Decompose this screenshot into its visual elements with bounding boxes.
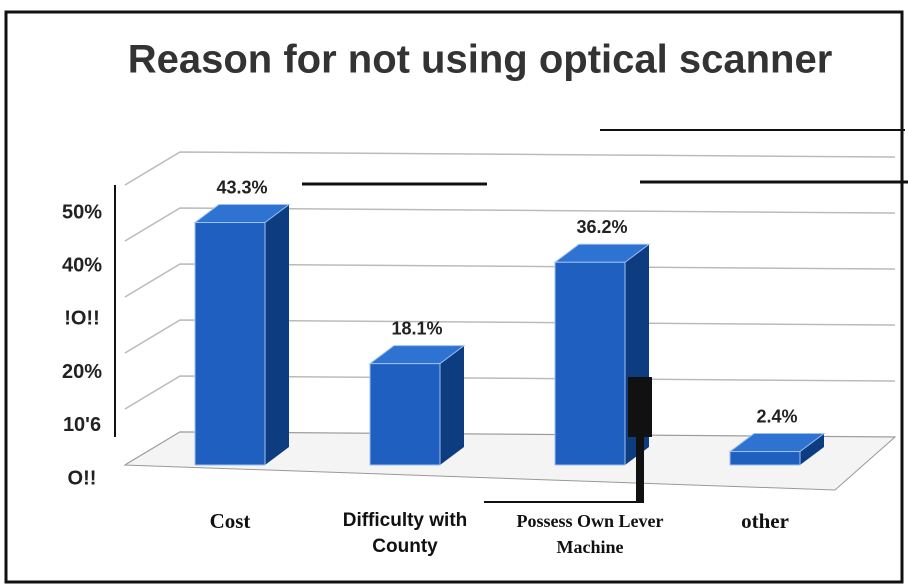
bar-front [554,261,626,466]
grid-line [124,263,896,298]
bar-front [729,451,801,466]
bar-side [800,433,824,465]
bar-side [440,345,464,465]
bar [368,345,466,466]
chart-title: Reason for not using optical scanner [128,38,833,82]
y-tick-label: !O!! [64,308,100,330]
grid-line [124,319,896,354]
y-tick-label: O!! [68,467,97,489]
bar [193,204,291,466]
y-tick-label: 40% [62,254,102,276]
y-tick-label: 20% [62,361,102,383]
bars [193,204,826,466]
frame [4,10,904,584]
bar [553,243,651,466]
data-label: 36.2% [576,217,627,237]
bar-front [369,363,441,466]
y-tick-label: 10'6 [63,414,101,436]
floor [123,431,897,491]
grid-line [124,207,896,242]
bar [728,433,826,466]
bar-side [265,204,289,465]
data-label: 18.1% [391,318,442,338]
data-label: 2.4% [756,406,797,426]
grid-line [124,151,896,186]
x-tick-label: other [741,509,789,533]
x-tick-label: Difficulty with County [342,510,468,557]
x-tick-label: Possess Own Lever Machine [516,511,664,557]
decor-block [628,377,652,437]
decor-block [636,437,644,503]
y-tick-label: 50% [62,201,102,223]
bar-front [194,222,266,466]
grid-line [124,375,896,410]
data-label: 43.3% [216,177,267,197]
x-tick-label: Cost [209,509,251,533]
